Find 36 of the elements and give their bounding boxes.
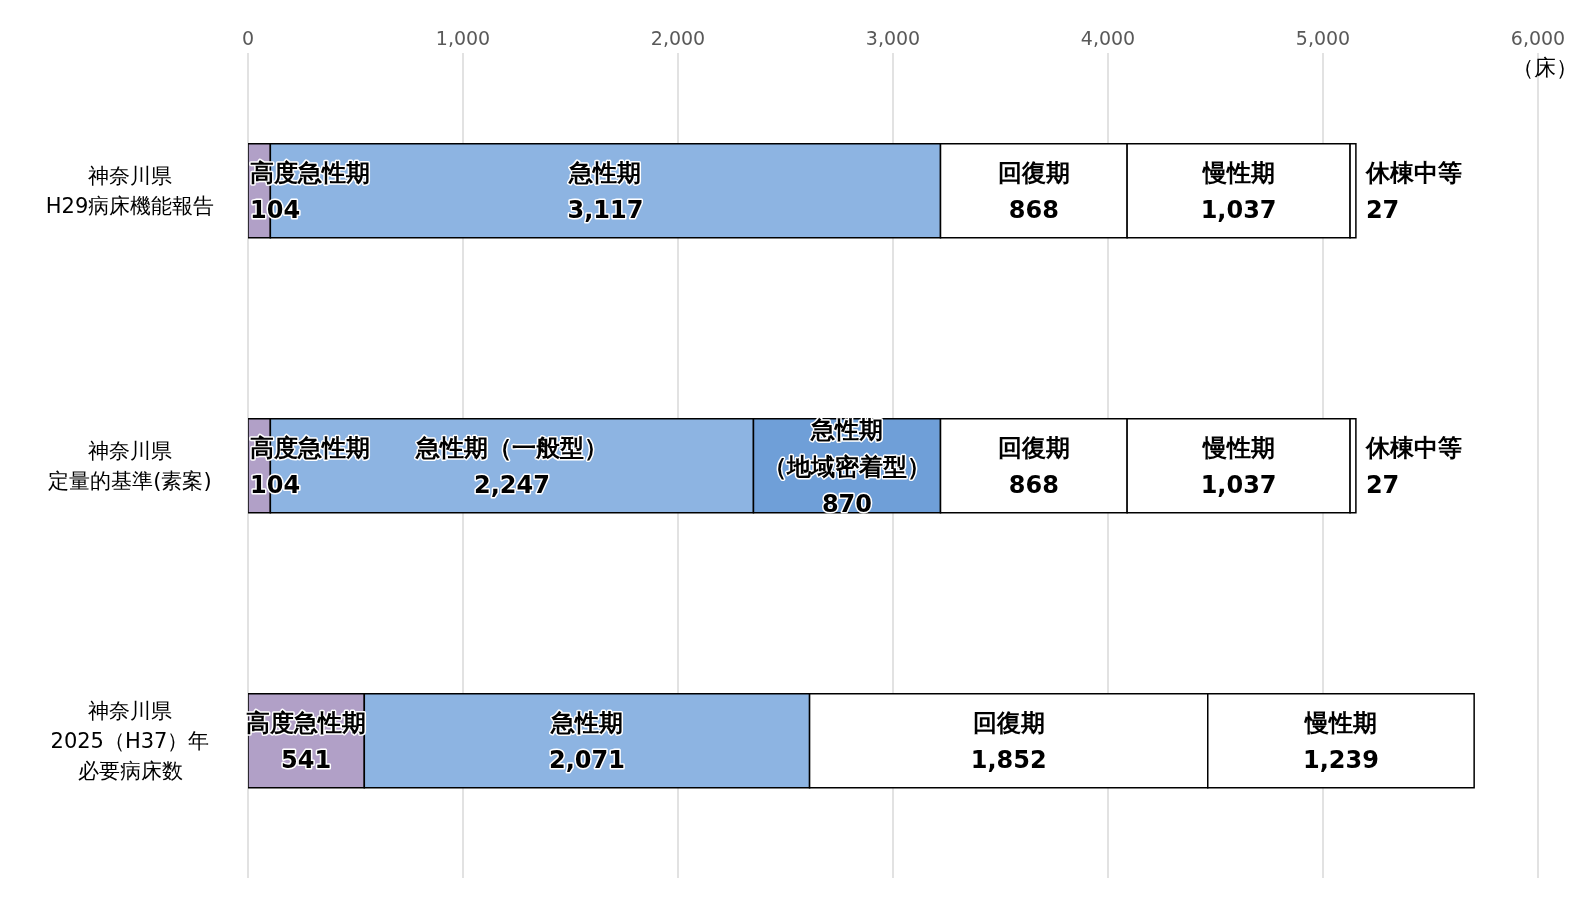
x-axis-title: （床） — [1512, 54, 1578, 82]
x-tick-label: 5,000 — [1295, 27, 1351, 49]
text: 回復期 — [997, 434, 1070, 463]
text: 慢性期 — [1202, 434, 1275, 463]
x-tick-label: 3,000 — [865, 27, 921, 49]
data-label: 1,239 — [1302, 746, 1379, 775]
data-label: 2,247 — [473, 471, 550, 500]
data-label: 3,117 — [567, 196, 644, 225]
text: 休棟中等 — [1365, 434, 1462, 463]
data-label: 868 — [1008, 471, 1059, 500]
y-tick-label: 神奈川県H29病床機能報告 — [45, 163, 215, 218]
x-tick-label: 4,000 — [1080, 27, 1136, 49]
series-label: 急性期 — [568, 159, 642, 188]
x-tick-label: 0 — [241, 27, 255, 49]
x-tick-label: 2,000 — [650, 27, 706, 49]
data-label: 27 — [1365, 196, 1400, 225]
series-label: 休棟中等 — [1364, 159, 1462, 188]
data-label: 541 — [281, 746, 332, 775]
series-label: 慢性期 — [1200, 159, 1275, 188]
data-label: 868 — [1008, 196, 1059, 225]
y-tick-label: 神奈川県定量的基準(素案) — [48, 438, 212, 493]
text: 急性期 — [550, 709, 623, 738]
data-label: 2,071 — [548, 746, 625, 775]
series-label: 急性期（地域密着型） — [762, 415, 931, 481]
data-label: 1,037 — [1200, 196, 1277, 225]
y-tick-label: 神奈川県2025（H37）年必要病床数 — [50, 698, 210, 783]
series-label: 回復期 — [997, 159, 1070, 188]
data-label: 1,037 — [1200, 471, 1277, 500]
data-label: 1,852 — [970, 746, 1047, 775]
data-label: 27 — [1365, 471, 1400, 500]
x-tick-label: 6,000 — [1510, 27, 1566, 49]
text: 慢性期 — [1304, 709, 1377, 738]
data-label: 870 — [821, 489, 873, 518]
series-label: 急性期（一般型） — [414, 434, 608, 463]
text: 回復期 — [972, 709, 1045, 738]
x-tick-label: 1,000 — [435, 27, 491, 49]
